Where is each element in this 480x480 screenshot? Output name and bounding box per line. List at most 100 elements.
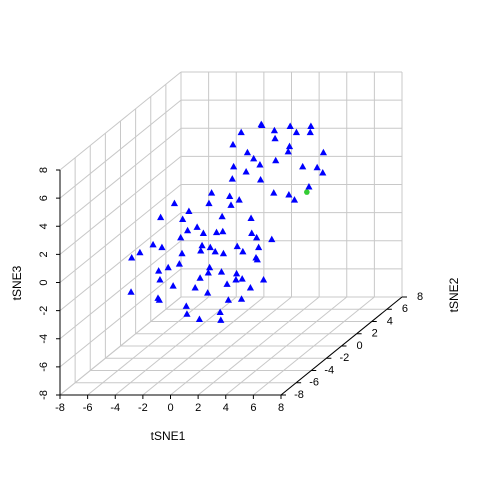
- y-tick-label: -8: [294, 389, 304, 401]
- point: [219, 249, 228, 257]
- z-axis-title: tSNE3: [10, 265, 24, 300]
- point: [253, 233, 261, 241]
- y-tick-label: 2: [372, 328, 378, 340]
- point: [127, 288, 135, 295]
- grid-line: [59, 268, 182, 368]
- point: [227, 201, 235, 208]
- point: [239, 247, 247, 255]
- point: [270, 189, 278, 196]
- point: [156, 276, 164, 283]
- point: [204, 268, 212, 276]
- point: [196, 274, 204, 281]
- point: [304, 189, 310, 195]
- point: [195, 315, 204, 322]
- point: [272, 156, 280, 164]
- point: [248, 229, 256, 236]
- point: [217, 268, 226, 275]
- point: [199, 229, 207, 236]
- point: [246, 283, 255, 291]
- point: [307, 122, 315, 129]
- point: [286, 122, 294, 129]
- x-tick-label: -6: [83, 402, 93, 414]
- point: [226, 192, 234, 200]
- z-tick-label: 6: [38, 195, 50, 201]
- point: [256, 161, 264, 168]
- x-tick-label: 6: [250, 402, 256, 414]
- point: [128, 254, 136, 261]
- grid-line: [59, 99, 182, 199]
- point: [232, 269, 241, 277]
- y-tick-label: -4: [324, 364, 334, 376]
- point: [284, 147, 292, 155]
- point: [154, 294, 162, 301]
- point: [237, 295, 246, 302]
- point: [306, 128, 314, 136]
- point: [178, 249, 186, 257]
- z-tick-label: -6: [38, 362, 50, 372]
- grid-line: [59, 71, 182, 171]
- x-tick-label: 8: [278, 402, 284, 414]
- point: [285, 190, 293, 198]
- point: [179, 215, 187, 222]
- grid-line: [59, 240, 182, 340]
- point: [136, 248, 144, 256]
- point: [182, 302, 190, 309]
- z-tick-label: 0: [38, 279, 50, 285]
- point: [216, 308, 224, 315]
- point: [290, 196, 299, 203]
- y-axis-title: tSNE2: [447, 277, 461, 312]
- point: [299, 162, 307, 170]
- point: [270, 126, 279, 134]
- point: [204, 289, 212, 296]
- x-tick-label: -8: [55, 402, 65, 414]
- y-tick-label: 6: [402, 303, 408, 315]
- point: [198, 241, 206, 249]
- point: [230, 162, 238, 170]
- y-tick-label: -2: [339, 352, 349, 364]
- point: [211, 247, 219, 255]
- point: [170, 199, 179, 207]
- y-tick-label: 8: [417, 291, 423, 303]
- x-axis-title: tSNE1: [151, 429, 186, 443]
- point: [206, 243, 214, 251]
- point: [259, 276, 268, 283]
- grid-line: [59, 212, 182, 312]
- point: [177, 233, 185, 241]
- point: [191, 283, 199, 291]
- point: [169, 282, 177, 289]
- point: [292, 128, 301, 136]
- point: [268, 235, 276, 243]
- grid-line: [59, 127, 182, 227]
- x-tick-label: 2: [195, 402, 201, 414]
- point: [243, 148, 252, 156]
- point: [319, 148, 328, 156]
- point: [223, 280, 231, 287]
- x-tick-label: 4: [223, 402, 229, 414]
- point: [257, 120, 265, 128]
- point: [183, 226, 192, 234]
- point: [164, 263, 172, 271]
- point: [229, 140, 237, 148]
- y-tick-label: 0: [356, 340, 362, 352]
- z-tick-label: 4: [38, 223, 50, 229]
- point: [237, 128, 245, 136]
- x-tick-label: 0: [167, 402, 173, 414]
- point: [242, 168, 250, 175]
- point: [217, 316, 225, 323]
- point: [157, 213, 165, 221]
- point: [205, 199, 213, 207]
- point: [232, 276, 240, 283]
- point: [149, 240, 157, 248]
- point: [183, 310, 191, 317]
- point: [219, 227, 227, 235]
- point: [197, 246, 205, 254]
- y-tick-label: 4: [387, 315, 393, 327]
- point: [235, 196, 243, 203]
- point: [256, 175, 265, 183]
- point: [319, 168, 327, 176]
- point: [206, 263, 214, 271]
- y-tick-label: -6: [309, 377, 319, 389]
- x-tick-label: -4: [110, 402, 120, 414]
- point: [228, 175, 236, 182]
